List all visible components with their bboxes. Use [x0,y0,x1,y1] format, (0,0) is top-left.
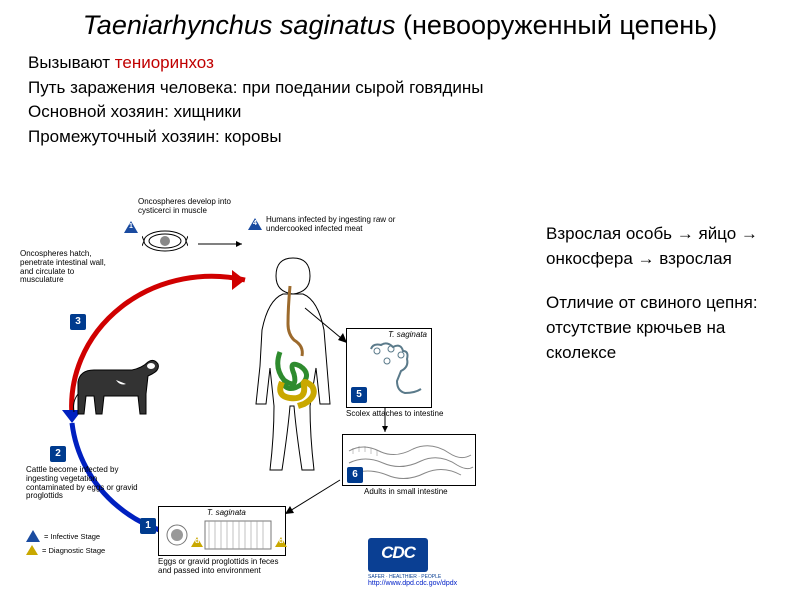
bullet-3: Основной хозяин: хищники [28,100,772,125]
adults-box: 6 [342,434,476,486]
marker-2: 2 [50,446,66,462]
legend: = Infective Stage = Diagnostic Stage [26,530,105,555]
lifecycle-text: Взрослая особь → яйцо → онкосфера → взро… [546,222,786,271]
marker-6: 6 [347,467,363,483]
label-eggs: Eggs or gravid proglottids in feces and … [158,558,288,576]
tsag2: T. saginata [207,509,246,518]
label-4: Humans infected by ingesting raw or unde… [266,216,396,234]
tsag-label: T. saginata [388,331,427,340]
cow-icon [68,354,164,429]
eggs-box: T. saginata d d [158,506,286,556]
human-icon [238,256,348,481]
bullet-list: Вызывают тениоринхоз Путь заражения чело… [0,46,800,155]
label-1: Oncospheres develop into cysticerci in m… [138,198,248,216]
label-5: Scolex attaches to intestine [346,410,446,419]
cdc-logo: CDC [368,538,428,572]
label-2: Cattle become infected by ingesting vege… [26,466,141,501]
cdc-url: http://www.dpd.cdc.gov/dpdx [368,580,458,587]
right-column: Взрослая особь → яйцо → онкосфера → взро… [546,222,786,365]
cdc-logo-block: CDC SAFER · HEALTHIER · PEOPLE http://ww… [368,538,458,587]
scolex-box: T. saginata 5 [346,328,432,408]
title-ru: (невооруженный цепень) [396,10,718,40]
lifecycle-diagram: 1 Oncospheres develop into cysticerci in… [20,218,500,588]
label-6: Adults in small intestine [364,488,474,497]
bullet-1a: Вызывают [28,53,115,72]
bullet-4: Промежуточный хозяин: коровы [28,125,772,150]
diag-tri2: d [275,537,287,547]
diag-tri: d [191,537,203,547]
difference-text: Отличие от свиного цепня: отсутствие крю… [546,291,786,365]
marker-4-tri: 4 [248,218,262,230]
legend-infective: = Infective Stage [44,532,100,541]
marker-1b: 1 [140,518,156,534]
marker-3: 3 [70,314,86,330]
marker-1-tri: 1 [124,221,138,233]
bullet-1b: тениоринхоз [115,53,214,72]
page-title: Taeniarhynchus saginatus (невооруженный … [0,0,800,46]
title-sci: Taeniarhynchus saginatus [83,10,396,40]
bullet-1: Вызывают тениоринхоз [28,51,772,76]
legend-diagnostic: = Diagnostic Stage [42,546,105,555]
oncosphere-icon [142,228,188,254]
bullet-2: Путь заражения человека: при поедании сы… [28,76,772,101]
label-3: Oncospheres hatch, penetrate intestinal … [20,250,110,285]
marker-5: 5 [351,387,367,403]
